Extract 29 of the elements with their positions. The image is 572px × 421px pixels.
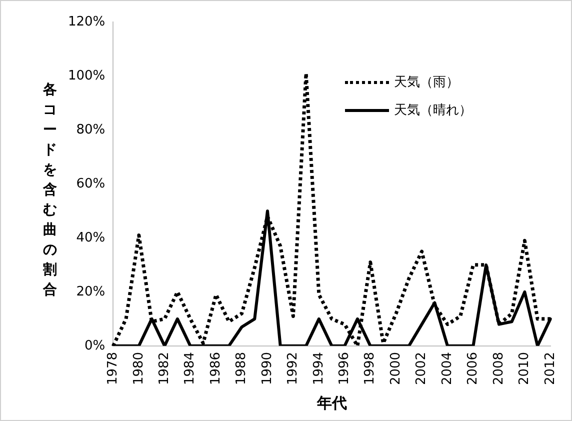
x-tick-label: 2008 — [491, 352, 506, 386]
x-tick-label: 1996 — [337, 352, 352, 386]
x-axis-title: 年代 — [316, 395, 347, 412]
y-tick-label: 40% — [76, 230, 106, 246]
x-tick-label: 2012 — [542, 352, 558, 386]
x-tick-label: 2002 — [414, 352, 430, 386]
x-tick-label: 1994 — [311, 352, 326, 386]
y-tick-label: 20% — [76, 284, 106, 300]
y-tick-label: 0% — [84, 338, 106, 354]
x-tick-label: 1992 — [286, 352, 301, 386]
legend-label: 天気（晴れ） — [394, 102, 472, 119]
x-tick-label: 2000 — [388, 352, 404, 386]
y-tick-label: 60% — [76, 176, 106, 192]
x-tick-label: 2006 — [466, 352, 481, 386]
x-tick-label: 2010 — [517, 352, 532, 386]
x-tick-label: 1988 — [234, 352, 250, 386]
text: 各コードを含む曲の割合 — [43, 82, 57, 298]
x-tick-label: 1984 — [182, 352, 198, 386]
x-tick-label: 1986 — [208, 352, 224, 386]
y-tick-label: 120% — [68, 14, 106, 30]
x-tick-label: 1982 — [156, 352, 172, 386]
x-tick-label: 1990 — [260, 352, 275, 386]
legend-label: 天気（雨） — [394, 74, 459, 91]
x-tick-label: 1978 — [106, 352, 121, 386]
y-tick-label: 80% — [76, 122, 106, 138]
y-tick-label: 100% — [68, 68, 106, 84]
x-tick-label: 1998 — [362, 352, 378, 386]
x-tick-label: 1980 — [131, 352, 146, 386]
x-tick-label: 2004 — [440, 352, 455, 386]
